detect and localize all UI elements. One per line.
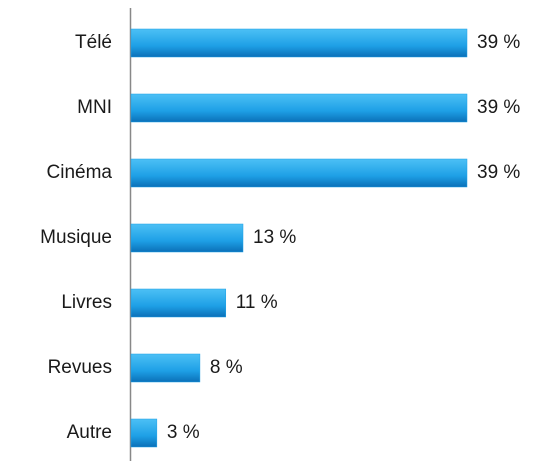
value-label: 11 %	[236, 292, 278, 313]
bar	[130, 353, 201, 383]
value-label: 3 %	[167, 422, 200, 443]
category-label: Livres	[61, 292, 112, 313]
category-label: Télé	[75, 32, 112, 53]
bar	[130, 418, 158, 448]
bar	[130, 223, 244, 253]
category-label: Revues	[48, 357, 112, 378]
value-label: 13 %	[253, 227, 296, 248]
bar	[130, 28, 468, 58]
category-label: MNI	[77, 97, 112, 118]
category-label: Musique	[40, 227, 112, 248]
bar	[130, 158, 468, 188]
category-label: Cinéma	[47, 162, 113, 183]
value-label: 39 %	[477, 97, 520, 118]
value-label: 39 %	[477, 32, 520, 53]
bar	[130, 93, 468, 123]
category-label: Autre	[67, 422, 112, 443]
value-label: 39 %	[477, 162, 520, 183]
bar	[130, 288, 227, 318]
value-label: 8 %	[210, 357, 243, 378]
